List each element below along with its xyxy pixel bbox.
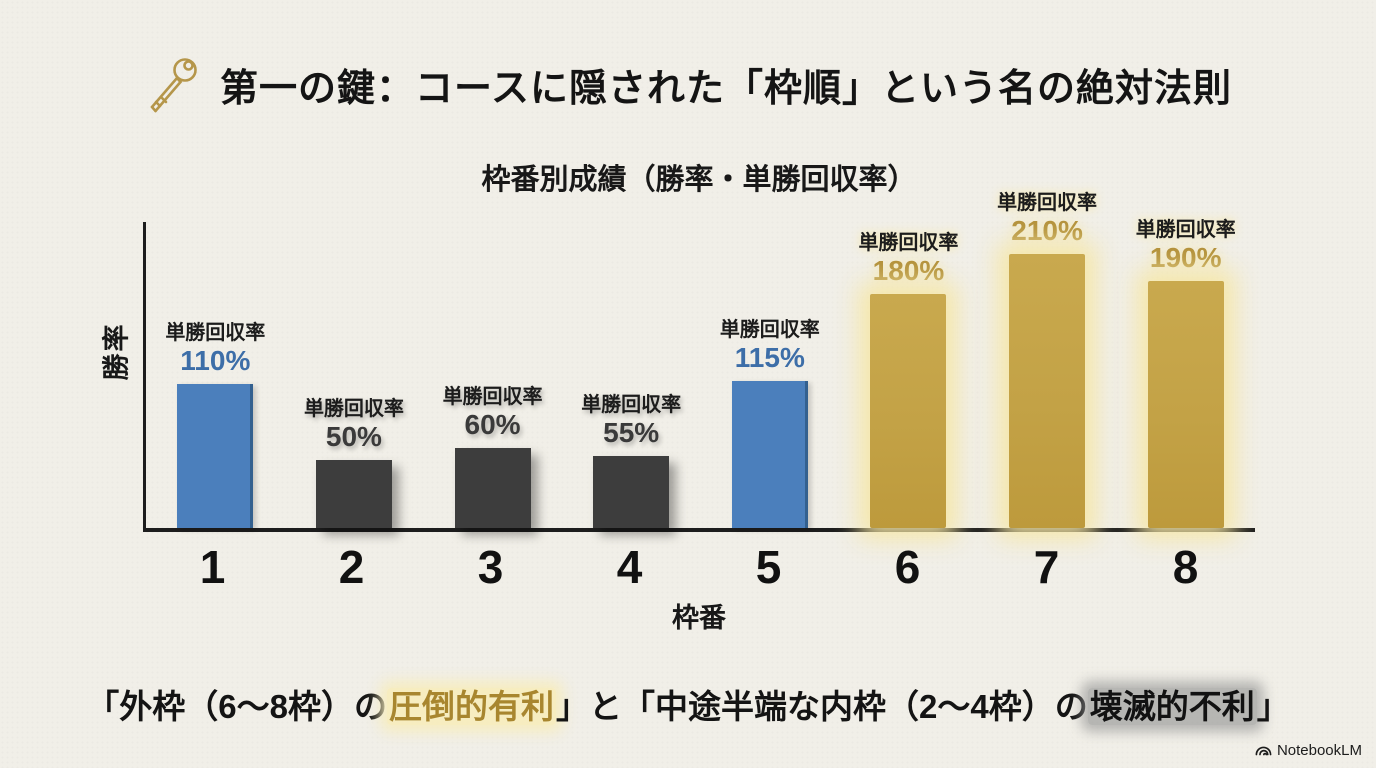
x-tick: 5 xyxy=(755,541,782,593)
x-tick: 4 xyxy=(616,541,643,593)
bar xyxy=(870,294,947,528)
bar-label: 単勝回収率 xyxy=(303,398,404,421)
bar-value: 60% xyxy=(464,409,521,441)
x-axis-ticks: 1 2 3 4 5 6 7 8 xyxy=(143,540,1255,594)
notebooklm-watermark: NotebookLM xyxy=(1255,741,1362,760)
x-tick: 6 xyxy=(894,541,921,593)
bar xyxy=(454,448,531,528)
bar-value: 50% xyxy=(325,421,382,453)
bar xyxy=(731,381,808,528)
x-tick: 1 xyxy=(199,541,226,593)
bar-group-8: 単勝回収率 190% xyxy=(1116,219,1255,528)
bar-group-5: 単勝回収率 115% xyxy=(701,319,840,528)
y-axis-label: 勝率 xyxy=(101,322,132,381)
caption-suffix: 」 xyxy=(1256,688,1290,725)
bar-group-2: 単勝回収率 50% xyxy=(285,398,424,528)
bar xyxy=(177,384,254,528)
bar-group-6: 単勝回収率 180% xyxy=(839,232,978,528)
bar-group-3: 単勝回収率 60% xyxy=(423,386,562,528)
header: 第一の鍵：コースに隠された「枠順」という名の絶対法則 xyxy=(0,52,1376,116)
x-tick: 3 xyxy=(477,541,504,593)
notebooklm-logo-icon xyxy=(1255,741,1272,760)
bar-label: 単勝回収率 xyxy=(581,394,682,417)
bar xyxy=(593,456,670,528)
caption: 「外枠（6〜8枠）の圧倒的有利」と「中途半端な内枠（2〜4枠）の壊滅的不利」 xyxy=(0,680,1376,728)
caption-highlight-gold: 圧倒的有利 xyxy=(387,688,556,725)
bar-label: 単勝回収率 xyxy=(1135,219,1236,242)
notebooklm-label: NotebookLM xyxy=(1276,742,1362,759)
x-axis-label: 枠番 xyxy=(672,603,726,633)
bar-label: 単勝回収率 xyxy=(997,192,1098,215)
bar-group-7: 単勝回収率 210% xyxy=(978,192,1117,528)
caption-middle: 」と「中途半端な内枠（2〜4枠）の xyxy=(556,688,1088,725)
bar-value: 190% xyxy=(1149,242,1222,274)
bar-value: 115% xyxy=(734,342,805,374)
bar-value: 210% xyxy=(1011,215,1083,247)
x-tick: 8 xyxy=(1172,541,1199,593)
caption-highlight-gray: 壊滅的不利 xyxy=(1087,688,1257,725)
bar xyxy=(315,460,392,528)
caption-prefix: 「外枠（6〜8枠）の xyxy=(86,688,387,725)
x-tick: 2 xyxy=(338,541,365,593)
bar-label: 単勝回収率 xyxy=(858,232,959,255)
bar-value: 180% xyxy=(872,255,945,287)
bar xyxy=(1147,281,1224,528)
bar-label: 単勝回収率 xyxy=(719,319,820,342)
bar-value: 110% xyxy=(180,345,251,377)
page-title: 第一の鍵：コースに隠された「枠順」という名の絶対法則 xyxy=(219,67,1233,110)
bar-label: 単勝回収率 xyxy=(442,386,543,409)
bar-value: 55% xyxy=(603,417,660,449)
plot-area: 単勝回収率 110% 単勝回収率 50% 単勝回収率 60% 単勝回収率 55%… xyxy=(143,192,1255,532)
x-tick: 7 xyxy=(1033,541,1060,593)
bar-label: 単勝回収率 xyxy=(165,322,266,345)
bar-group-1: 単勝回収率 110% xyxy=(146,322,285,528)
bar xyxy=(1009,254,1086,528)
chart-title: 枠番別成績（勝率・単勝回収率） xyxy=(481,164,917,196)
key-icon xyxy=(144,52,204,116)
bar-group-4: 単勝回収率 55% xyxy=(562,394,701,528)
